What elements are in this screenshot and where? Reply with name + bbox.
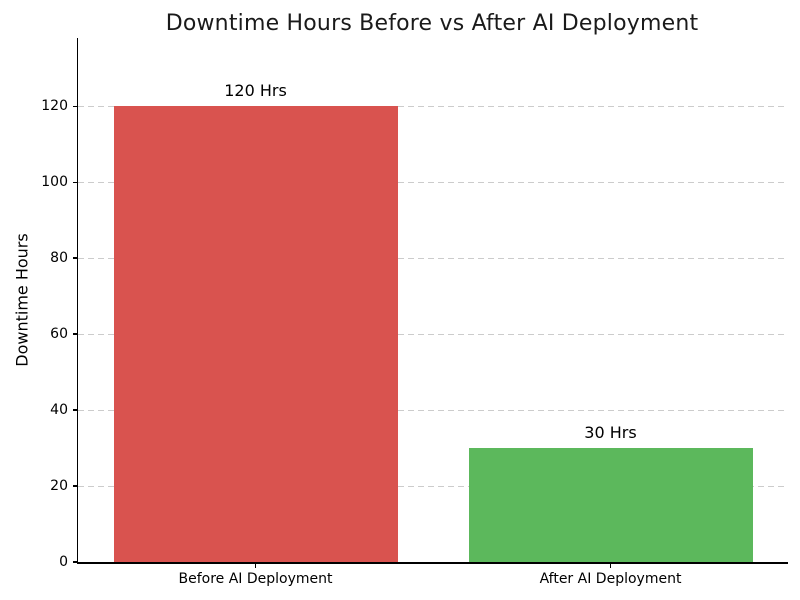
bar-before-ai-deployment bbox=[113, 106, 398, 562]
x-tick-label: After AI Deployment bbox=[539, 571, 682, 587]
bar-value-label: 120 Hrs bbox=[224, 81, 287, 101]
plot-area: 0 20 40 60 80 100 120 120 Hrs Before AI Deployme… bbox=[41, 38, 788, 587]
y-tick-mark bbox=[72, 181, 77, 184]
gridline bbox=[78, 485, 788, 487]
y-tick-label: 40 bbox=[50, 402, 68, 419]
x-tick-label: Before AI Deployment bbox=[178, 571, 333, 587]
y-tick-label: 80 bbox=[50, 250, 68, 267]
x-tick-mark bbox=[254, 564, 257, 568]
y-tick-mark bbox=[72, 561, 77, 563]
x-tick-mark bbox=[609, 564, 612, 568]
y-tick-label: 0 bbox=[59, 554, 68, 570]
y-tick-label: 20 bbox=[50, 478, 68, 495]
gridline bbox=[78, 181, 788, 183]
bar-after-ai-deployment bbox=[468, 448, 753, 562]
y-tick-label: 100 bbox=[41, 174, 68, 191]
y-tick-label: 120 bbox=[41, 98, 68, 115]
y-tick-label: 60 bbox=[50, 326, 68, 343]
y-tick-mark bbox=[72, 333, 77, 335]
chart-title: Downtime Hours Before vs After AI Deploy… bbox=[165, 11, 699, 36]
gridline bbox=[78, 333, 788, 335]
y-tick-mark bbox=[72, 485, 77, 487]
y-tick-mark bbox=[72, 409, 77, 411]
y-tick-mark bbox=[72, 257, 77, 259]
gridline bbox=[78, 105, 788, 107]
gridline bbox=[78, 409, 788, 411]
gridline bbox=[78, 257, 788, 259]
y-tick-mark bbox=[72, 105, 77, 108]
bar-value-label: 30 Hrs bbox=[584, 423, 637, 443]
